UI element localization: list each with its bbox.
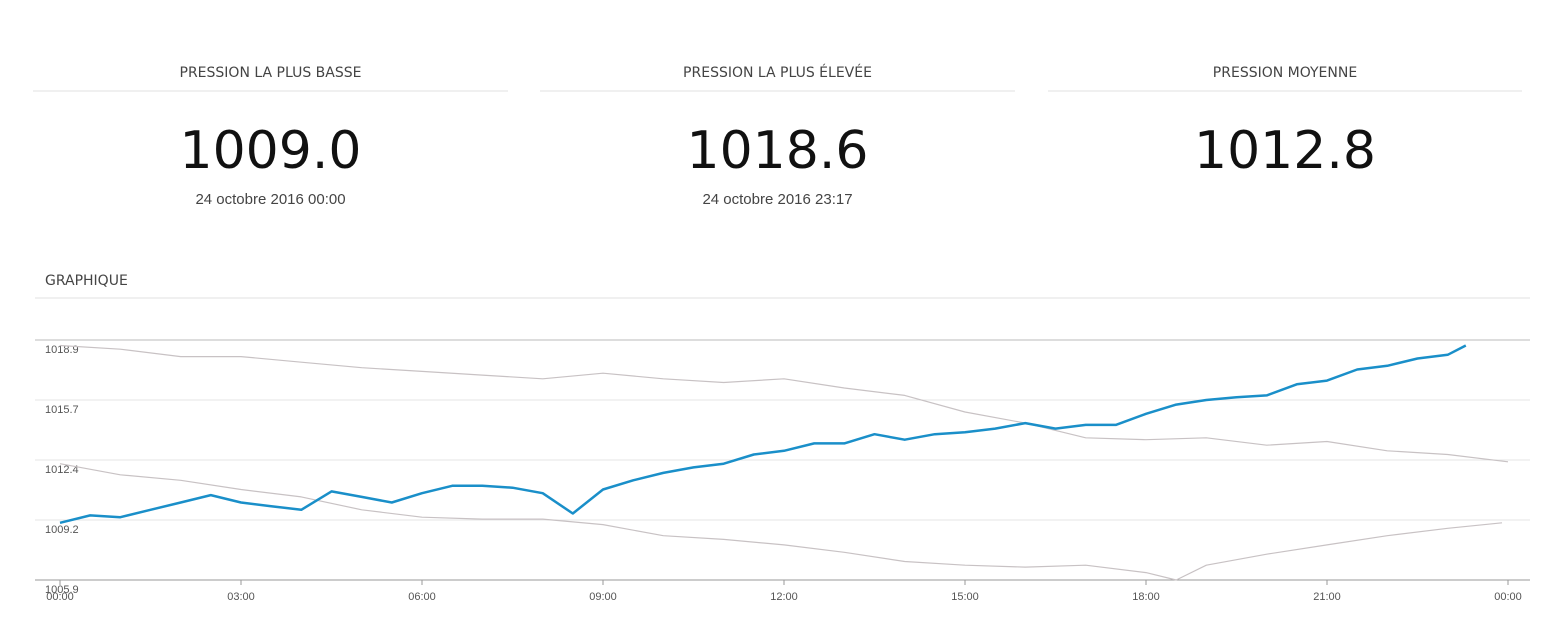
x-tick-label: 06:00 bbox=[408, 591, 436, 603]
x-tick-label: 21:00 bbox=[1313, 591, 1341, 603]
stat-date: 24 octobre 2016 00:00 bbox=[195, 191, 345, 208]
y-tick-label: 1015.7 bbox=[45, 404, 79, 416]
x-tick-label: 00:00 bbox=[46, 591, 74, 603]
x-tick-label: 09:00 bbox=[589, 591, 617, 603]
stat-label: PRESSION MOYENNE bbox=[1213, 65, 1357, 81]
chart-title: GRAPHIQUE bbox=[45, 273, 128, 289]
x-tick-label: 15:00 bbox=[951, 591, 979, 603]
y-tick-label: 1018.9 bbox=[45, 344, 79, 356]
stat-date: 24 octobre 2016 23:17 bbox=[702, 191, 852, 208]
stat-value: 1009.0 bbox=[180, 121, 362, 181]
x-tick-label: 03:00 bbox=[227, 591, 255, 603]
series-line bbox=[59, 463, 1503, 581]
stat-value: 1018.6 bbox=[687, 121, 869, 181]
series-line bbox=[59, 344, 1509, 463]
x-tick-label: 18:00 bbox=[1132, 591, 1160, 603]
series-line bbox=[59, 344, 1467, 525]
x-tick-label: 00:00 bbox=[1494, 591, 1522, 603]
stat-label: PRESSION LA PLUS ÉLEVÉE bbox=[683, 64, 872, 81]
y-tick-label: 1009.2 bbox=[45, 524, 79, 536]
stat-value: 1012.8 bbox=[1194, 121, 1376, 181]
stat-label: PRESSION LA PLUS BASSE bbox=[180, 65, 362, 81]
y-tick-label: 1012.4 bbox=[45, 464, 79, 476]
y-tick-label: 1005.9 bbox=[45, 584, 79, 596]
x-tick-label: 12:00 bbox=[770, 591, 798, 603]
